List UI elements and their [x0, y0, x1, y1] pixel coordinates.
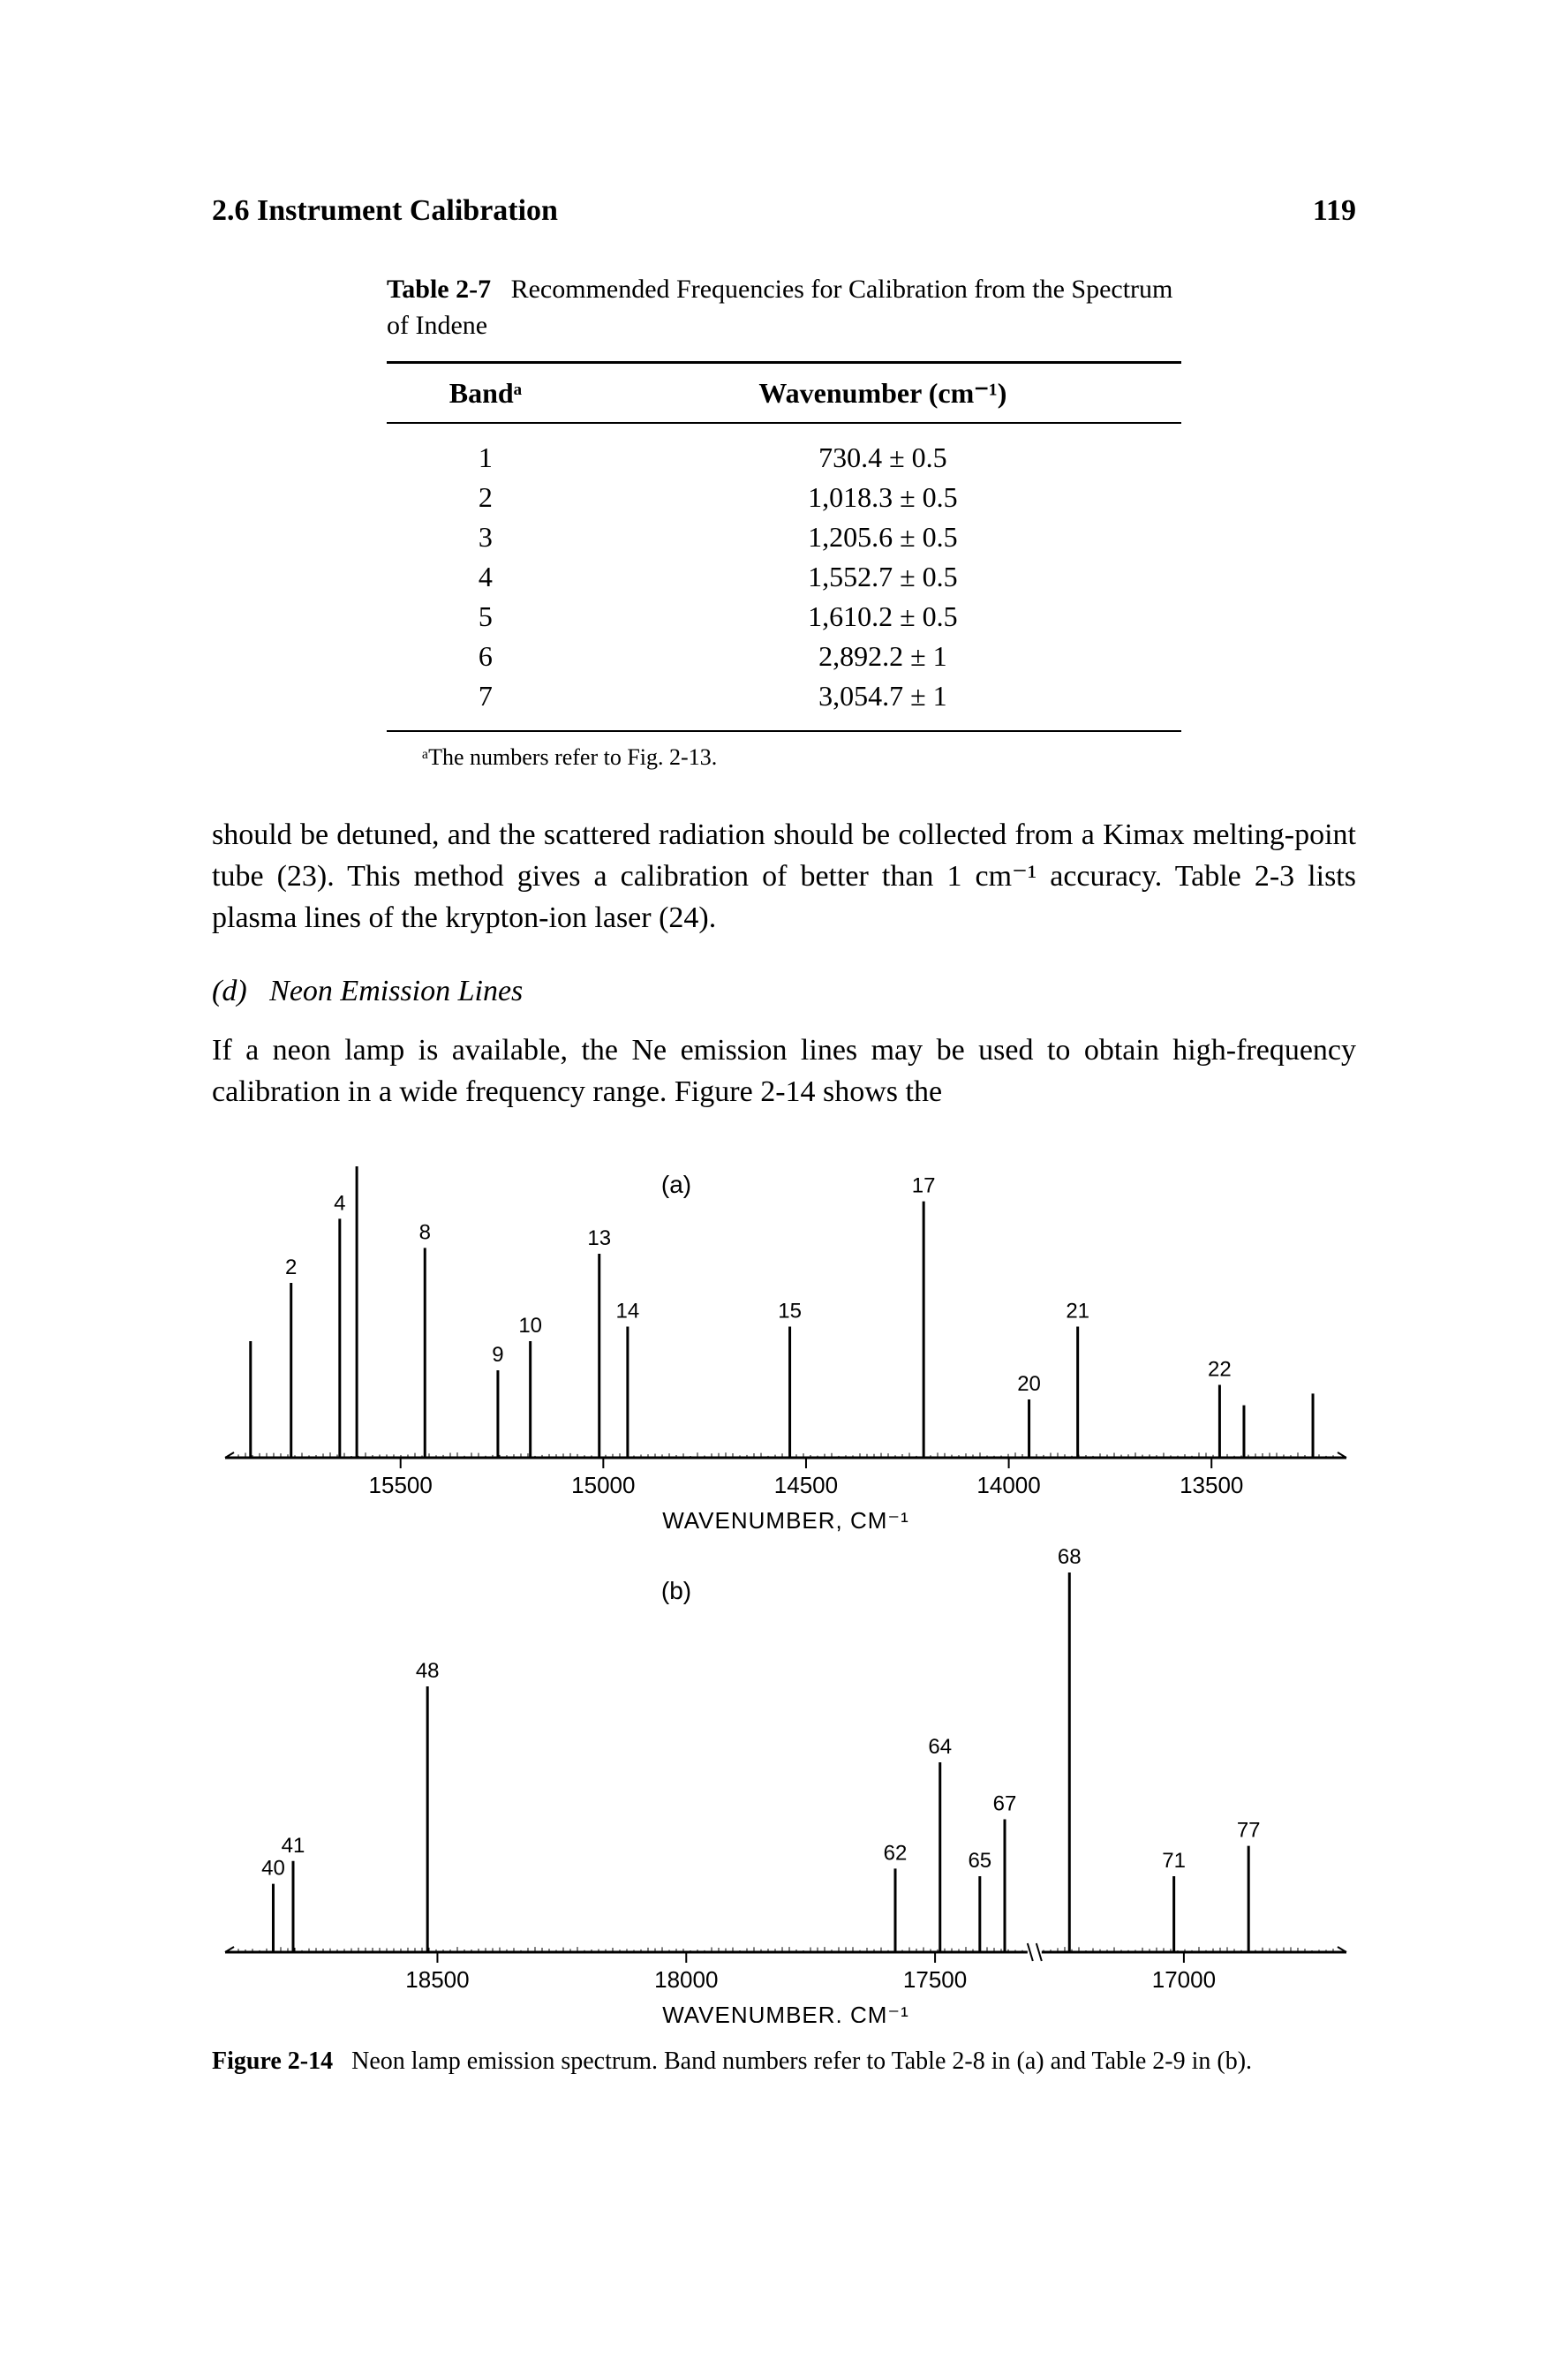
table-caption: Table 2-7 Recommended Frequencies for Ca…	[387, 272, 1181, 343]
cell-wavenumber: 1,610.2 ± 0.5	[584, 597, 1181, 637]
cell-wavenumber: 1,018.3 ± 0.5	[584, 478, 1181, 517]
table-2-7: Table 2-7 Recommended Frequencies for Ca…	[387, 272, 1181, 771]
cell-wavenumber: 730.4 ± 0.5	[584, 423, 1181, 478]
cell-band: 3	[387, 517, 584, 557]
col-wavenumber: Wavenumber (cm⁻¹)	[584, 363, 1181, 424]
svg-text:14: 14	[616, 1299, 640, 1323]
cell-wavenumber: 1,205.6 ± 0.5	[584, 517, 1181, 557]
table-caption-text: Recommended Frequencies for Calibration …	[387, 275, 1172, 340]
svg-text:17500: 17500	[903, 1966, 967, 1993]
svg-text:68: 68	[1058, 1545, 1082, 1569]
figure-caption: Figure 2-14 Neon lamp emission spectrum.…	[212, 2045, 1356, 2078]
table-row: 41,552.7 ± 0.5	[387, 557, 1181, 597]
figure-caption-text: Neon lamp emission spectrum. Band number…	[351, 2047, 1252, 2075]
svg-text:18500: 18500	[405, 1966, 469, 1993]
paragraph-1: should be detuned, and the scattered rad…	[212, 815, 1356, 939]
cell-wavenumber: 3,054.7 ± 1	[584, 676, 1181, 731]
svg-text:WAVENUMBER, CM⁻¹: WAVENUMBER, CM⁻¹	[662, 1507, 909, 1534]
svg-text:14500: 14500	[774, 1472, 838, 1498]
table-footnote: ᵃThe numbers refer to Fig. 2-13.	[422, 744, 1181, 771]
svg-text:18000: 18000	[654, 1966, 718, 1993]
svg-text:(b): (b)	[661, 1577, 691, 1604]
subsection-title: Neon Emission Lines	[269, 975, 523, 1007]
cell-band: 4	[387, 557, 584, 597]
table-row: 51,610.2 ± 0.5	[387, 597, 1181, 637]
col-band: Bandᵃ	[387, 363, 584, 424]
table-row: 73,054.7 ± 1	[387, 676, 1181, 731]
svg-text:15500: 15500	[369, 1472, 433, 1498]
subsection-letter: (d)	[212, 975, 247, 1007]
svg-text:13500: 13500	[1180, 1472, 1243, 1498]
table-row: 31,205.6 ± 0.5	[387, 517, 1181, 557]
svg-text:13: 13	[587, 1226, 611, 1250]
table-row: 1730.4 ± 0.5	[387, 423, 1181, 478]
cell-band: 1	[387, 423, 584, 478]
svg-text:22: 22	[1208, 1357, 1232, 1381]
running-header: 2.6 Instrument Calibration 119	[212, 194, 1356, 228]
cell-wavenumber: 1,552.7 ± 0.5	[584, 557, 1181, 597]
table-row: 21,018.3 ± 0.5	[387, 478, 1181, 517]
svg-text:40: 40	[261, 1856, 285, 1880]
table-row: 62,892.2 ± 1	[387, 637, 1181, 676]
svg-text:20: 20	[1017, 1372, 1041, 1396]
emission-spectrum-svg: 15500 15000 14500 14000 13500 WAVENUMBER, CM⁻…	[212, 1158, 1360, 2023]
svg-text:2: 2	[285, 1256, 297, 1279]
svg-text:4: 4	[334, 1191, 345, 1215]
calibration-table: Bandᵃ Wavenumber (cm⁻¹) 1730.4 ± 0.521,0…	[387, 361, 1181, 732]
paragraph-2: If a neon lamp is available, the Ne emis…	[212, 1030, 1356, 1113]
svg-text:71: 71	[1162, 1849, 1186, 1873]
svg-text:17: 17	[912, 1173, 936, 1197]
svg-text:41: 41	[282, 1833, 305, 1857]
svg-text:62: 62	[884, 1841, 908, 1865]
svg-text:8: 8	[419, 1220, 431, 1244]
subsection-heading: (d) Neon Emission Lines	[212, 975, 1356, 1008]
cell-band: 6	[387, 637, 584, 676]
svg-text:64: 64	[928, 1735, 952, 1759]
svg-text:67: 67	[993, 1791, 1017, 1815]
page-number: 119	[1313, 194, 1356, 228]
cell-band: 7	[387, 676, 584, 731]
cell-band: 2	[387, 478, 584, 517]
page: 2.6 Instrument Calibration 119 Table 2-7…	[0, 0, 1568, 2368]
svg-text:21: 21	[1066, 1299, 1089, 1323]
svg-text:5: 5	[351, 1158, 362, 1163]
svg-text:10: 10	[518, 1314, 542, 1338]
svg-text:77: 77	[1237, 1818, 1261, 1842]
figure-2-14: 15500 15000 14500 14000 13500 WAVENUMBER, CM⁻…	[212, 1158, 1356, 2078]
svg-text:48: 48	[416, 1659, 440, 1683]
svg-text:WAVENUMBER, CM⁻¹: WAVENUMBER, CM⁻¹	[662, 2002, 909, 2023]
svg-text:15000: 15000	[571, 1472, 635, 1498]
svg-text:(a): (a)	[661, 1171, 691, 1198]
cell-band: 5	[387, 597, 584, 637]
cell-wavenumber: 2,892.2 ± 1	[584, 637, 1181, 676]
svg-text:9: 9	[492, 1343, 503, 1367]
section-heading: 2.6 Instrument Calibration	[212, 194, 558, 228]
figure-caption-label: Figure 2-14	[212, 2047, 333, 2075]
svg-text:14000: 14000	[976, 1472, 1040, 1498]
svg-text:17000: 17000	[1152, 1966, 1216, 1993]
svg-text:65: 65	[968, 1849, 991, 1873]
svg-text:15: 15	[778, 1299, 802, 1323]
table-caption-label: Table 2-7	[387, 275, 491, 304]
